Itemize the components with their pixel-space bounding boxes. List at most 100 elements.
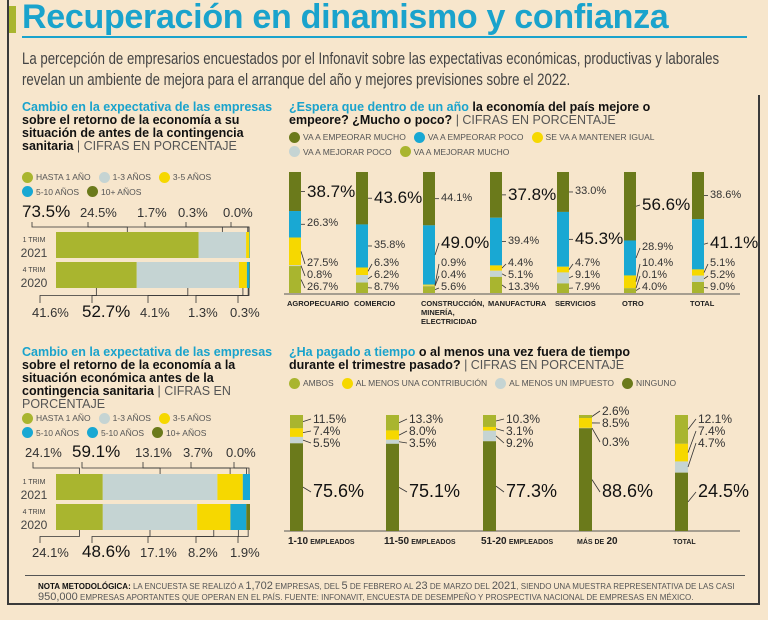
bar-segment — [423, 172, 435, 226]
bar-segment — [423, 284, 435, 286]
leader-line — [91, 288, 189, 303]
data-label: 0.9% — [441, 257, 467, 269]
legend-swatch — [399, 146, 411, 157]
data-label: 35.8% — [374, 238, 406, 251]
data-label: 9.2% — [506, 436, 534, 450]
row-tag: 1 trim — [22, 479, 46, 486]
leader-line — [230, 222, 250, 232]
leader-line — [591, 410, 601, 417]
legend-swatch — [413, 131, 425, 143]
category-label: Manufactura — [488, 299, 547, 308]
legend-label: Ninguno — [636, 378, 677, 388]
legend-item: Va a mejorar poco — [289, 145, 392, 159]
leader-line — [635, 204, 641, 207]
note-text: de marzo del — [429, 582, 490, 591]
legend-label: Va a mejorar poco — [303, 146, 392, 157]
chart-title-highlight: ¿Espera que dentro de un año — [289, 100, 469, 114]
category-label: total — [673, 536, 696, 547]
category-suffix: empleados — [508, 539, 554, 546]
category-label: 11-50 empleados — [384, 536, 456, 547]
bar-segment — [356, 275, 368, 283]
legend-swatch — [289, 146, 300, 157]
data-label: 0.4% — [441, 269, 467, 281]
bar-segment — [249, 232, 250, 258]
legend-swatch — [22, 171, 33, 183]
leader-line — [142, 462, 231, 474]
data-label: 10.4% — [642, 257, 674, 269]
data-label: 26.7% — [307, 281, 339, 293]
data-label: 0.3% — [178, 205, 208, 220]
legend-label: 5-10 años — [36, 427, 79, 438]
bar-segment — [102, 504, 198, 530]
legend-label: Va a mejorar mucho — [413, 146, 510, 157]
legend-label: 1-3 años — [112, 413, 151, 423]
bar-segment — [56, 262, 137, 288]
legend-item: Hasta 1 año — [22, 170, 91, 184]
bar-segment — [624, 240, 636, 276]
data-label: 3.7% — [183, 445, 213, 460]
leader-line — [300, 279, 306, 289]
data-label: 13.3% — [409, 412, 444, 426]
legend-item: 5-10 años — [87, 426, 144, 440]
bar-segment — [579, 415, 592, 419]
chart-title-highlight: Cambio en la expectativa de las empresas — [22, 100, 273, 114]
category-number: 11-50 — [384, 536, 410, 547]
leader-line — [233, 462, 250, 474]
row-year: 2020 — [20, 518, 48, 532]
legend-swatch — [289, 377, 300, 389]
data-label: 52.7% — [82, 302, 131, 321]
category-number: 51-20 — [481, 536, 507, 547]
data-label: 0.0% — [223, 205, 253, 220]
data-label: 2.6% — [602, 404, 630, 418]
row-year: 2021 — [20, 246, 48, 260]
legend-label: Va a empeorar mucho — [303, 132, 406, 142]
data-label: 37.8% — [508, 184, 557, 204]
bar-segment — [490, 217, 502, 266]
bar-segment — [198, 232, 247, 258]
bar-segment — [197, 504, 231, 530]
legend-swatch — [98, 412, 110, 424]
bar-segment — [289, 266, 301, 293]
note-text: , siendo una muestra representativa de l… — [516, 582, 735, 591]
data-label: 75.1% — [409, 481, 461, 501]
legend-swatch — [341, 377, 353, 389]
category-label: Total — [690, 299, 715, 308]
category-suffix: más de — [577, 539, 605, 546]
bar-segment — [246, 504, 250, 530]
data-label: 0.1% — [642, 269, 668, 281]
data-label: 3.1% — [506, 424, 534, 438]
data-label: 8.7% — [374, 281, 400, 293]
data-label: 7.4% — [313, 424, 341, 438]
bar-segment — [490, 172, 502, 218]
bar-segment — [386, 443, 399, 531]
data-label: 4.4% — [508, 257, 534, 269]
leader-line — [703, 263, 709, 273]
data-label: 24.5% — [698, 481, 750, 501]
category-label: Otro — [622, 299, 644, 308]
legend-label: Va a empeorar poco — [427, 132, 524, 142]
legend-item: Hasta 1 año — [22, 411, 91, 425]
data-label: 43.6% — [374, 188, 423, 208]
data-label: 17.1% — [140, 545, 177, 560]
bar-segment — [56, 474, 103, 500]
data-label: 0.8% — [307, 269, 333, 281]
leader-line — [635, 247, 641, 259]
data-label: 5.1% — [508, 269, 534, 281]
bar-segment — [483, 415, 496, 427]
leader-line — [495, 418, 505, 422]
chart-title-highlight: Cambio en la expectativa de las empresas — [22, 345, 273, 359]
leader-line — [434, 263, 440, 286]
bar-segment — [56, 504, 103, 530]
bar-segment — [675, 443, 688, 462]
bar-segment — [246, 232, 250, 258]
leader-line — [635, 275, 641, 289]
category-suffix: empleados — [411, 539, 456, 546]
leader-line — [302, 439, 312, 444]
bar-segment — [386, 430, 399, 440]
leader-line — [367, 263, 373, 272]
leader-line — [501, 284, 507, 289]
legend-swatch — [531, 131, 543, 143]
data-label: 88.6% — [602, 481, 654, 501]
